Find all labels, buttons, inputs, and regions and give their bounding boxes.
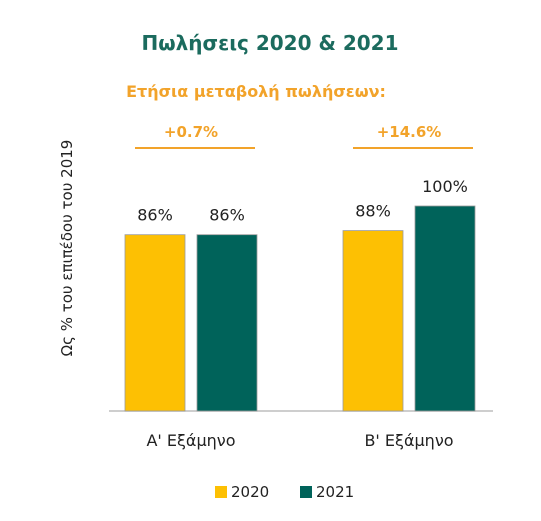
value-label-2020-1: 86% bbox=[137, 206, 173, 225]
legend-swatch-2021 bbox=[300, 486, 312, 498]
value-label-2021-1: 86% bbox=[209, 206, 245, 225]
bar-2021-1 bbox=[196, 234, 258, 412]
legend-swatch-2020 bbox=[215, 486, 227, 498]
change-label-2: +14.6% bbox=[377, 123, 442, 141]
bar-2021-2 bbox=[414, 205, 476, 412]
legend: 2020 2021 bbox=[215, 483, 354, 501]
value-label-2020-2: 88% bbox=[355, 202, 391, 221]
change-label-1: +0.7% bbox=[164, 123, 218, 141]
chart-marks: 86% 86% Α' Εξάμηνο +0.7% 88% 100% Β' Εξάμηνο +1… bbox=[124, 123, 476, 450]
bar-2020-1 bbox=[124, 234, 186, 412]
bar-2020-2 bbox=[342, 230, 404, 412]
category-label-2: Β' Εξάμηνο bbox=[364, 431, 453, 450]
legend-label-2020: 2020 bbox=[231, 483, 269, 501]
chart-subtitle: Ετήσια μεταβολή πωλήσεων: bbox=[126, 82, 386, 101]
category-label-1: Α' Εξάμηνο bbox=[146, 431, 235, 450]
chart-title: Πωλήσεις 2020 & 2021 bbox=[141, 31, 398, 55]
value-label-2021-2: 100% bbox=[422, 177, 468, 196]
y-axis-label: Ως % του επιπέδου του 2019 bbox=[58, 140, 76, 357]
legend-label-2021: 2021 bbox=[316, 483, 354, 501]
